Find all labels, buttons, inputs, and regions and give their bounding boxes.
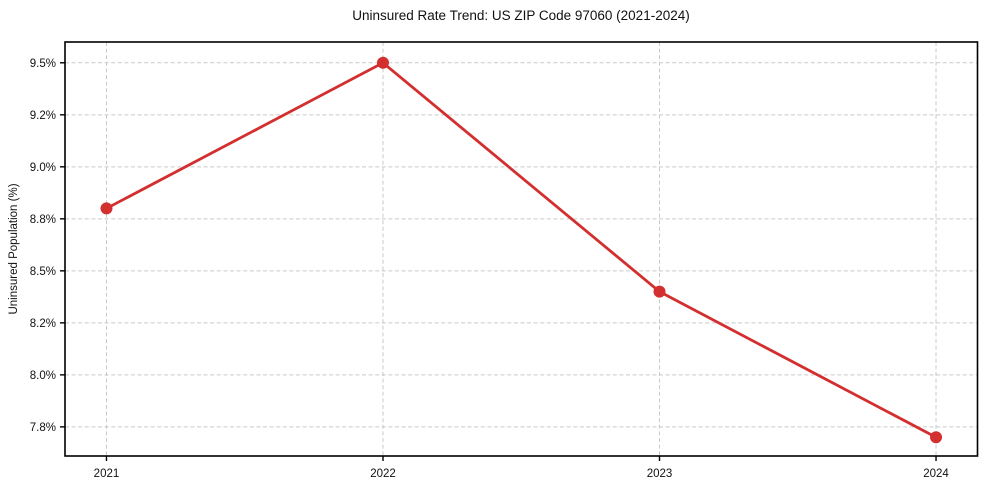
y-tick-label: 8.8% [30, 214, 56, 226]
y-tick-label: 9.5% [30, 58, 56, 70]
y-tick-label: 9.0% [30, 162, 56, 174]
chart-title: Uninsured Rate Trend: US ZIP Code 97060 … [352, 8, 690, 23]
plot-border [64, 41, 979, 457]
y-tick-label: 9.2% [30, 110, 56, 122]
x-tick-label: 2023 [647, 468, 673, 480]
y-tick-label: 8.5% [30, 266, 56, 278]
data-point-2023 [653, 285, 666, 298]
data-point-2021 [100, 202, 113, 215]
trend-line [105, 61, 938, 439]
x-tick-label: 2024 [923, 468, 949, 480]
data-point-2022 [376, 56, 389, 69]
y-tick-label: 8.0% [30, 370, 56, 382]
data-point-2024 [930, 431, 943, 444]
y-tick-label: 8.2% [30, 318, 56, 330]
x-tick-label: 2022 [370, 468, 396, 480]
y-tick-label: 7.8% [30, 422, 56, 434]
x-tick-label: 2021 [94, 468, 120, 480]
